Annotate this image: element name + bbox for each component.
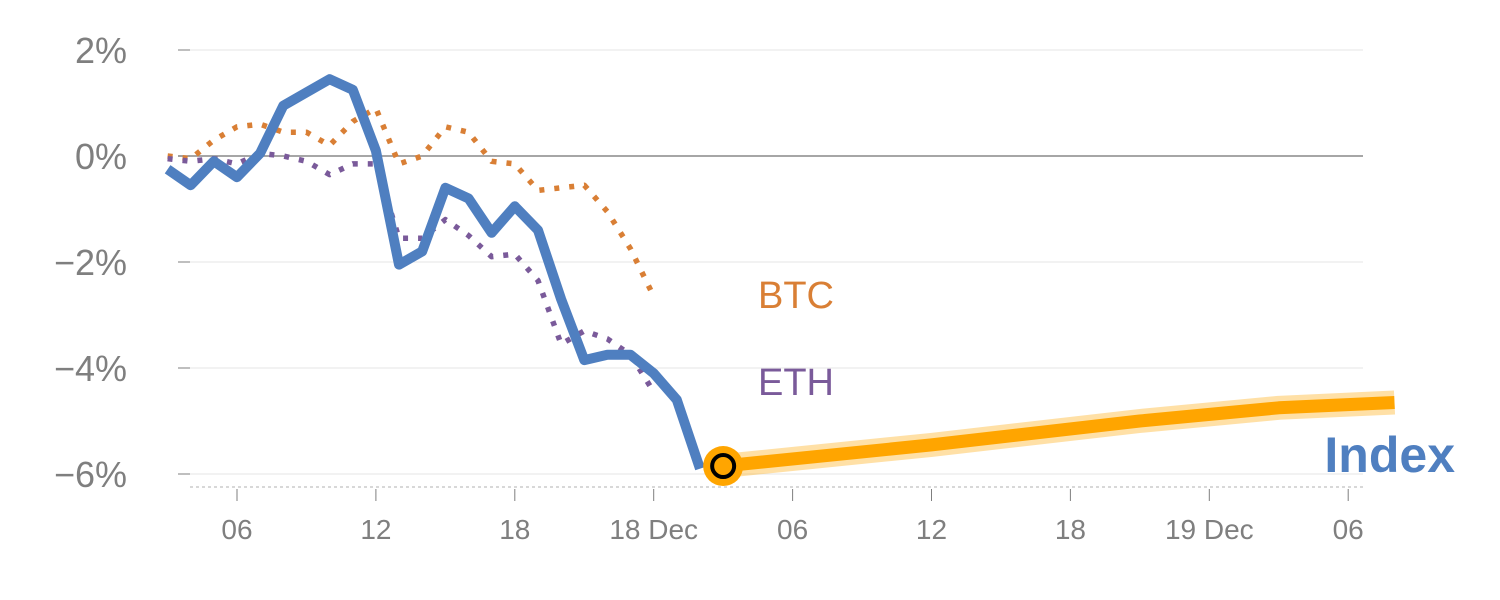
projection-line: [722, 396, 1395, 473]
x-tick-label: 06: [221, 514, 252, 545]
x-tick-label: 06: [777, 514, 808, 545]
y-tick-label: 2%: [75, 30, 127, 71]
y-tick-label: 0%: [75, 136, 127, 177]
x-tick-label: 12: [916, 514, 947, 545]
series-labels: BTC ETH Index: [758, 275, 1455, 483]
y-axis: 2% 0% −2% −4% −6%: [54, 30, 190, 495]
x-tick-label: 06: [1333, 514, 1364, 545]
index-series-label: Index: [1324, 427, 1455, 483]
x-axis: 06 12 18 18 Dec 06 12 18 19 Dec 06: [190, 486, 1364, 545]
index-line: [164, 74, 705, 471]
current-marker-dot: [710, 453, 737, 480]
y-tick-label: −2%: [54, 242, 127, 283]
eth-series-label: ETH: [758, 362, 834, 404]
y-tick-label: −4%: [54, 348, 127, 389]
x-tick-label: 19 Dec: [1165, 514, 1254, 545]
series-lines: [164, 74, 1396, 487]
y-tick-label: −6%: [54, 454, 127, 495]
x-tick-label: 18: [499, 514, 530, 545]
x-tick-label: 18 Dec: [609, 514, 698, 545]
x-tick-label: 18: [1055, 514, 1086, 545]
btc-line: [167, 105, 657, 298]
btc-series-label: BTC: [758, 275, 834, 317]
x-tick-label: 12: [360, 514, 391, 545]
